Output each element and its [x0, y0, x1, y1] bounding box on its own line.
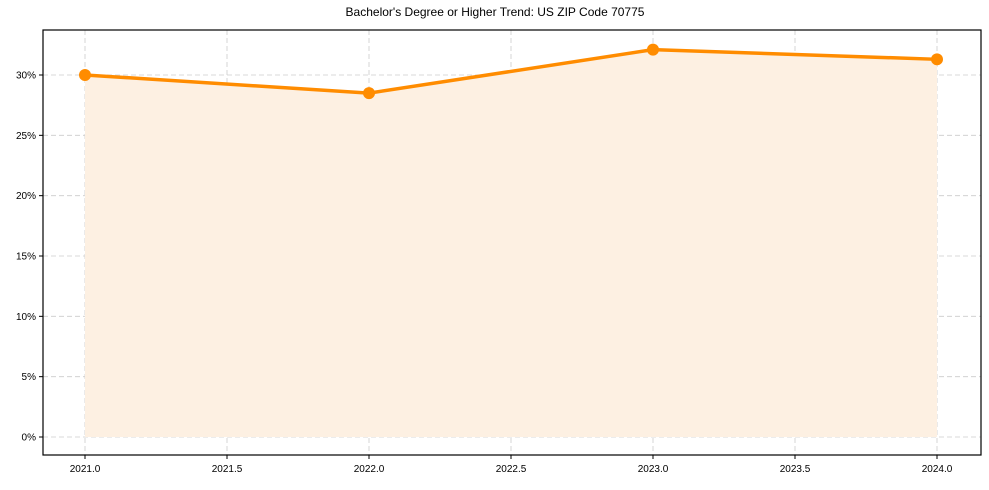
x-tick-label: 2022.5 — [496, 464, 527, 475]
area-fill — [85, 49, 937, 437]
y-tick-label: 15% — [16, 252, 36, 263]
data-point — [79, 69, 91, 81]
plot-frame — [42, 29, 982, 456]
data-line — [83, 47, 939, 95]
y-tick-label: 5% — [22, 372, 37, 383]
y-tick-label: 30% — [16, 71, 36, 82]
x-tick-label: 2024.0 — [922, 464, 953, 475]
y-tick-label: 20% — [16, 191, 36, 202]
x-tick-label: 2021.0 — [70, 464, 101, 475]
y-tick-label: 10% — [16, 312, 36, 323]
data-point — [931, 53, 943, 66]
x-tick-label: 2022.0 — [354, 464, 385, 475]
x-axis: 2021.0 2021.5 2022.0 2022.5 2023.0 2023.5 2024… — [70, 455, 953, 475]
x-tick-label: 2023.5 — [780, 464, 811, 475]
y-tick-label: 0% — [22, 433, 37, 444]
chart-title: Bachelor's Degree or Higher Trend: US ZI… — [345, 5, 645, 19]
x-tick-label: 2023.0 — [638, 464, 669, 475]
x-tick-label: 2021.5 — [212, 464, 243, 475]
data-markers — [79, 43, 943, 100]
y-tick-label: 25% — [16, 131, 36, 142]
y-axis: 0% 5% 10% 15% 20% 25% 30% — [16, 71, 43, 444]
data-point — [647, 43, 659, 56]
data-point — [363, 87, 375, 100]
